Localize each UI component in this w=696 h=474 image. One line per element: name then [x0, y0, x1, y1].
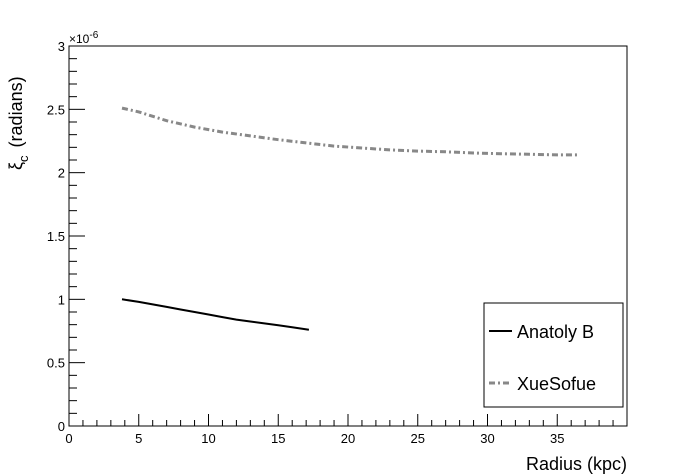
x-tick-label: 0: [65, 431, 72, 446]
axis-ticks: [68, 45, 614, 427]
series-lines: [121, 106, 579, 331]
x-tick-label: 10: [201, 431, 215, 446]
y-tick-label: 3: [58, 39, 65, 54]
y-tick-label: 0.5: [47, 356, 65, 371]
legend-label: XueSofue: [517, 374, 596, 394]
x-tick-label: 35: [550, 431, 564, 446]
x-tick-label: 15: [271, 431, 285, 446]
y-axis-title: ξc (radians): [6, 76, 31, 170]
x-tick-label: 25: [411, 431, 425, 446]
svg-text:ξc(radians): ξc (radians): [6, 76, 31, 170]
legend-box: [483, 302, 624, 408]
x-axis-title: Radius (kpc): [526, 454, 627, 474]
y-axis-symbol: ξ: [6, 162, 26, 170]
y-tick-label: 1.5: [47, 229, 65, 244]
x-tick-label: 20: [341, 431, 355, 446]
axis-tick-labels: 0 5 10 15 20 25 30 35 0 0.5 1 1.5 2 2.5 3: [47, 39, 565, 446]
y-tick-label: 2.5: [47, 102, 65, 117]
series-line: [121, 298, 310, 331]
y-axis-unit: (radians): [6, 76, 26, 147]
series-line: [121, 106, 579, 157]
y-tick-label: 0: [58, 419, 65, 434]
y-tick-label: 1: [58, 292, 65, 307]
legend: Anatoly B XueSofue: [483, 302, 624, 408]
y-multiplier-label: ×10-6: [69, 30, 99, 46]
x-tick-label: 5: [135, 431, 142, 446]
y-tick-label: 2: [58, 166, 65, 181]
legend-label: Anatoly B: [517, 322, 594, 342]
y-axis-subscript: c: [16, 155, 31, 162]
x-tick-label: 30: [480, 431, 494, 446]
